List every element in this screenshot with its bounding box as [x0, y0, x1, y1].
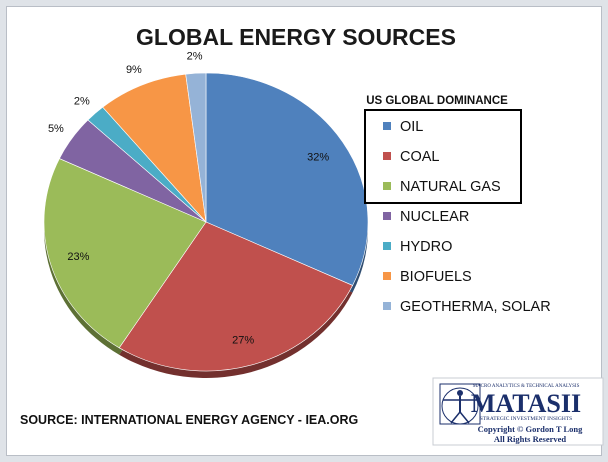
pie-slice-geotherma-solar — [185, 72, 207, 223]
legend-swatch-biofuels — [383, 272, 391, 280]
logo-copyright: Copyright © Gordon T Long — [478, 424, 584, 434]
pie-slice-biofuels — [102, 73, 207, 223]
pie-slice-coal — [118, 221, 353, 372]
matasii-logo: MACRO ANALYTICS & TECHNICAL ANALYSIS MAT… — [432, 377, 604, 446]
legend-label-coal: COAL — [400, 149, 440, 165]
legend-label-natural-gas: NATURAL GAS — [400, 179, 501, 195]
pie-labels: 32% 27% 23% 5% 2% 9% 2% — [48, 50, 329, 346]
logo-brand: MATASII — [471, 389, 581, 418]
legend-highlight-box — [364, 109, 522, 204]
data-label-geotherma-solar: 2% — [187, 50, 203, 62]
logo-tagline: STRATEGIC INVESTMENT INSIGHTS — [480, 416, 572, 422]
legend-label-hydro: HYDRO — [400, 239, 452, 255]
data-label-nuclear: 5% — [48, 123, 64, 135]
logo-top-text: MACRO ANALYTICS & TECHNICAL ANALYSIS — [473, 384, 580, 389]
source-note: SOURCE: INTERNATIONAL ENERGY AGENCY - IE… — [20, 413, 358, 427]
legend-label-oil: OIL — [400, 119, 423, 135]
pie-slice-oil — [205, 72, 369, 286]
legend-label-biofuels: BIOFUELS — [400, 269, 472, 285]
data-label-natural-gas: 23% — [67, 251, 89, 263]
pie-slice-natural-gas — [43, 158, 207, 349]
legend-label-nuclear: NUCLEAR — [400, 209, 469, 225]
legend-label-geotherma-solar: GEOTHERMA, SOLAR — [400, 299, 551, 315]
legend-swatch-nuclear — [383, 212, 391, 220]
chart-title: GLOBAL ENERGY SOURCES — [136, 24, 456, 50]
legend: OIL COAL NATURAL GAS NUCLEAR HYDRO BIOFUELS GE… — [383, 119, 551, 315]
legend-swatch-oil — [383, 122, 391, 130]
data-label-biofuels: 9% — [126, 64, 142, 76]
legend-swatch-geotherma-solar — [383, 302, 391, 310]
legend-swatch-natural-gas — [383, 182, 391, 190]
legend-title: US GLOBAL DOMINANCE — [366, 95, 508, 107]
vitruvian-man-icon — [439, 383, 481, 425]
data-label-oil: 32% — [307, 152, 329, 164]
data-label-coal: 27% — [232, 334, 254, 346]
legend-swatch-coal — [383, 152, 391, 160]
logo-box — [432, 377, 604, 446]
data-label-hydro: 2% — [74, 95, 90, 107]
legend-swatch-hydro — [383, 242, 391, 250]
logo-rights: All Rights Reserved — [494, 434, 567, 444]
pie-slices — [43, 72, 369, 372]
